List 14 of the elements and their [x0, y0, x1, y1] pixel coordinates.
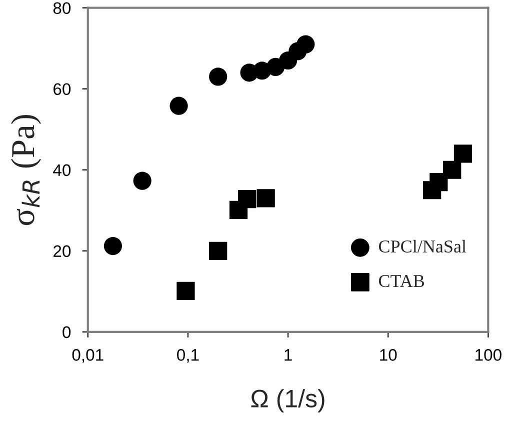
x-tick-label: 0,01 [72, 349, 104, 363]
legend-label: CTAB [378, 274, 424, 288]
x-tick-label: 0,1 [177, 349, 199, 363]
x-tick-label: 10 [380, 349, 397, 361]
y-tick-label: 20 [54, 245, 71, 258]
y-tick-label: 0 [62, 326, 71, 338]
y-tick-label: 60 [54, 83, 71, 96]
x-tick-label: 1 [284, 349, 292, 361]
x-tick-label: 100 [476, 349, 502, 361]
y-tick-label: 40 [53, 164, 71, 176]
y-tick-label: 80 [53, 2, 71, 14]
x-axis-title: Ω (1/s) [251, 389, 324, 412]
legend-label: CPCl/NaSal [378, 240, 466, 253]
y-axis-title: σ$_{kR}$ (Pa) [10, 115, 42, 226]
